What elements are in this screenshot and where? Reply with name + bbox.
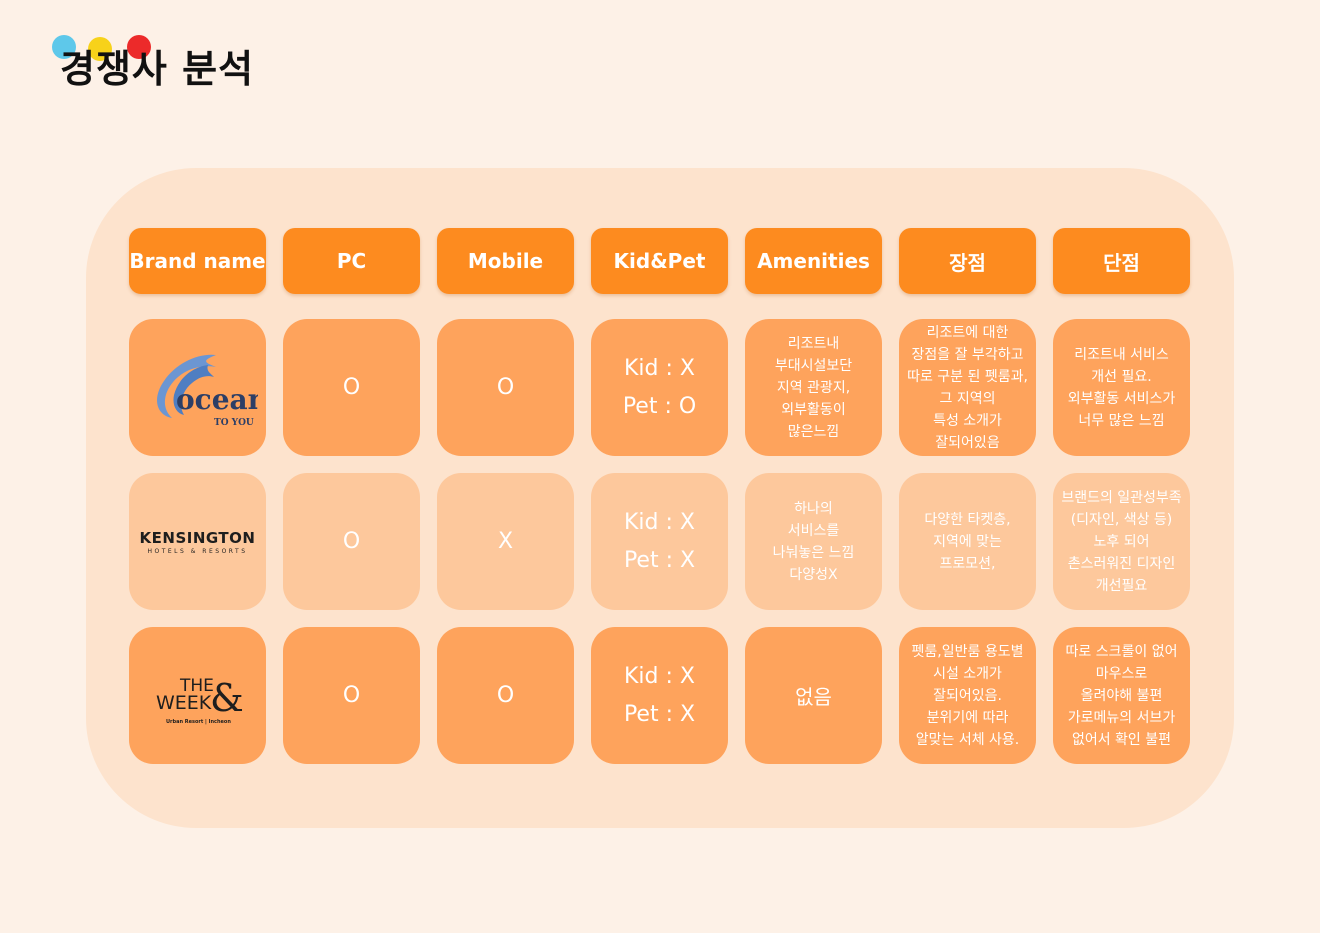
pc-cell: O	[283, 319, 420, 456]
pet-value: Pet : X	[623, 701, 696, 727]
amenities-cell: 리조트내 부대시설보단 지역 관광지, 외부활동이 많은느낌	[745, 319, 882, 456]
pc-cell: O	[283, 473, 420, 610]
pros-cell: 펫룸,일반룸 용도별 시설 소개가 잘되어있음. 분위기에 따라 알맞는 서체 …	[899, 627, 1036, 764]
page-title-block: 경쟁사 분석	[52, 32, 312, 92]
kid-pet-cell: Kid : X Pet : X	[591, 473, 728, 610]
header-mobile: Mobile	[437, 228, 574, 294]
the-week-logo-sub: Urban Resort | Incheon	[166, 719, 231, 725]
ocean-logo-text: ocean	[176, 383, 258, 416]
cons-cell: 브랜드의 일관성부족 (디자인, 색상 등) 노후 되어 촌스러워진 디자인 개…	[1053, 473, 1190, 610]
ocean-logo-sub: TO YOU	[214, 418, 254, 428]
header-amenities: Amenities	[745, 228, 882, 294]
brand-cell-kensington: KENSINGTON HOTELS & RESORTS	[129, 473, 266, 610]
page-title: 경쟁사 분석	[60, 47, 255, 91]
header-kid-pet: Kid&Pet	[591, 228, 728, 294]
the-week-logo-amp: &	[210, 676, 244, 720]
the-week-logo-week: WEEK	[156, 692, 212, 714]
decor-dot-blue	[52, 35, 76, 59]
mobile-cell: O	[437, 319, 574, 456]
mobile-cell: O	[437, 627, 574, 764]
cons-cell: 따로 스크롤이 없어 마우스로 올려야해 불편 가로메뉴의 서브가 없어서 확인…	[1053, 627, 1190, 764]
pc-cell: O	[283, 627, 420, 764]
kid-pet-cell: Kid : X Pet : X	[591, 627, 728, 764]
kensington-logo-text: KENSINGTON	[139, 528, 256, 547]
ocean-to-you-logo-icon: ocean TO YOU	[156, 354, 258, 428]
cons-cell: 리조트내 서비스 개선 필요. 외부활동 서비스가 너무 많은 느낌	[1053, 319, 1190, 456]
header-pros: 장점	[899, 228, 1036, 294]
header-pc: PC	[283, 228, 420, 294]
pet-value: Pet : O	[622, 393, 697, 419]
pet-value: Pet : X	[623, 547, 696, 573]
pros-cell: 리조트에 대한 장점을 잘 부각하고 따로 구분 된 펫룸과, 그 지역의 특성…	[899, 319, 1036, 456]
amenities-cell: 하나의 서비스를 나눠놓은 느낌 다양성X	[745, 473, 882, 610]
pros-cell: 다양한 타켓층, 지역에 맞는 프로모션,	[899, 473, 1036, 610]
header-cons: 단점	[1053, 228, 1190, 294]
decor-dot-yellow	[88, 37, 112, 61]
kid-value: Kid : X	[624, 355, 695, 381]
header-brand-name: Brand name	[129, 228, 266, 294]
brand-cell-the-week: THE WEEK & Urban Resort | Incheon	[129, 627, 266, 764]
the-week-logo-icon: THE WEEK & Urban Resort | Incheon	[156, 676, 244, 725]
amenities-cell: 없음	[745, 627, 882, 764]
kensington-logo-sub: HOTELS & RESORTS	[147, 547, 248, 555]
mobile-cell: X	[437, 473, 574, 610]
kid-value: Kid : X	[624, 663, 695, 689]
decor-dot-red	[127, 35, 151, 59]
kid-value: Kid : X	[624, 509, 695, 535]
brand-cell-ocean: ocean TO YOU	[129, 319, 266, 456]
kid-pet-cell: Kid : X Pet : O	[591, 319, 728, 456]
the-week-logo-the: THE	[179, 676, 214, 696]
